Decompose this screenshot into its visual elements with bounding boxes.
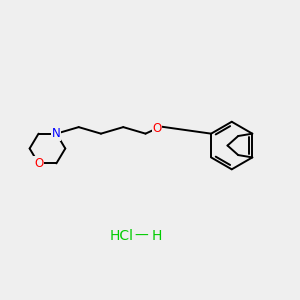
Text: —: — [134,229,148,243]
Text: H: H [152,229,162,243]
Text: O: O [152,122,161,135]
Text: N: N [52,127,61,140]
Text: HCl: HCl [110,229,134,243]
Text: O: O [34,157,43,170]
